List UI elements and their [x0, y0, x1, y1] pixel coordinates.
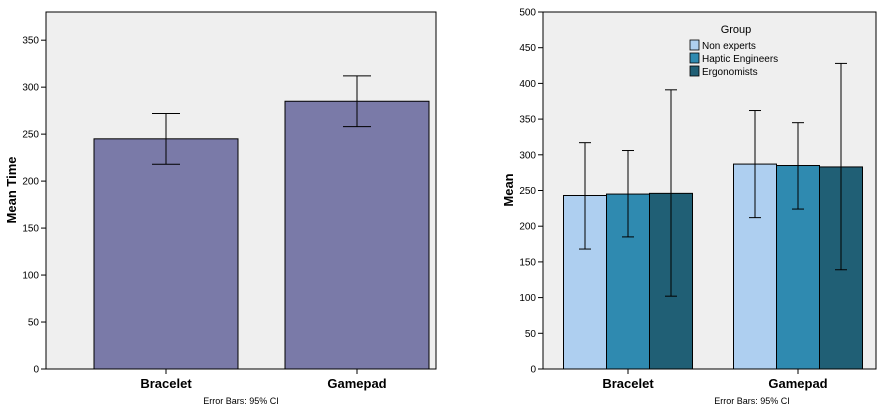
bar-bracelet: [93, 138, 239, 370]
legend-title: Group: [721, 24, 752, 36]
y-tick-label: 350: [22, 36, 39, 47]
y-tick-label: 50: [525, 329, 537, 340]
x-category-label: Bracelet: [140, 376, 192, 391]
y-tick-label: 500: [519, 8, 536, 19]
y-tick-label: 150: [519, 257, 536, 268]
legend-swatch-ergonomists: [689, 65, 700, 77]
y-tick-label: 300: [22, 83, 39, 94]
footnote: Error Bars: 95% CI: [714, 396, 790, 406]
legend-swatch-haptic-engineers: [689, 52, 700, 64]
x-category-label: Gamepad: [768, 376, 827, 391]
y-tick-label: 300: [519, 150, 536, 161]
y-tick-label: 400: [519, 79, 536, 90]
y-tick-label: 100: [22, 271, 39, 282]
legend-label-ergonomists: Ergonomists: [702, 67, 758, 78]
y-axis-title: Mean Time: [4, 157, 19, 224]
legend-label-haptic-engineers: Haptic Engineers: [702, 54, 778, 65]
x-category-label: Gamepad: [327, 376, 386, 391]
y-tick-label: 250: [22, 130, 39, 141]
legend: Group Non experts Haptic Engineers Ergonom…: [689, 24, 778, 78]
y-tick-label: 350: [519, 115, 536, 126]
y-tick-label: 0: [33, 365, 39, 376]
x-category-label: Bracelet: [602, 376, 654, 391]
chart-mean-time-by-device: 0 50 100 150 200 250 300 350 Bracelet Gamepad Me…: [4, 11, 437, 406]
y-tick-label: 0: [530, 365, 536, 376]
y-tick-label: 50: [28, 318, 40, 329]
legend-swatch-non-experts: [689, 39, 700, 51]
legend-label-non-experts: Non experts: [702, 41, 756, 52]
y-tick-label: 100: [519, 293, 536, 304]
y-tick-label: 200: [519, 222, 536, 233]
bar-gamepad: [284, 100, 430, 370]
y-tick-label: 450: [519, 43, 536, 54]
y-axis-title: Mean: [501, 173, 516, 206]
y-tick-label: 250: [519, 186, 536, 197]
footnote: Error Bars: 95% CI: [203, 396, 279, 406]
y-tick-label: 150: [22, 224, 39, 235]
y-tick-label: 200: [22, 177, 39, 188]
chart-mean-by-group: 0 50 100 150 200 250 300 350 400 450 500 Bracelet G…: [501, 8, 877, 406]
